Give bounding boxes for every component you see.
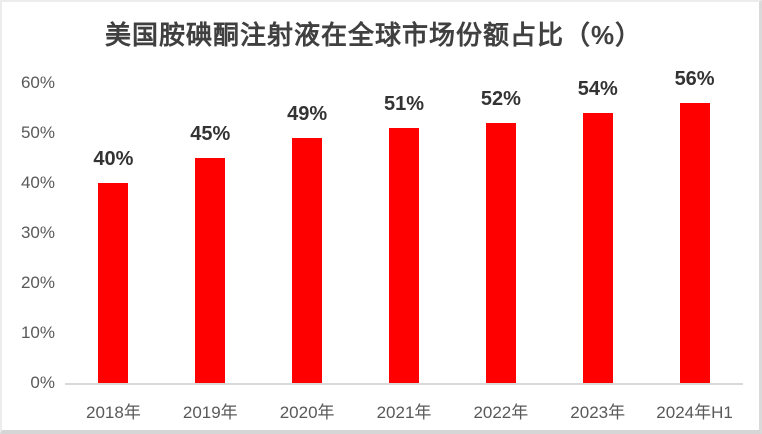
y-axis-tick-label: 30%	[20, 223, 55, 242]
bar	[195, 158, 226, 383]
bar-column: 52% 2022年	[452, 83, 549, 422]
bar-value-label: 49%	[287, 103, 328, 125]
x-axis-category-label: 2018年	[86, 403, 141, 422]
y-axis: 0% 10% 20% 30% 40% 50% 60%	[2, 73, 59, 392]
bar	[292, 138, 323, 383]
bar-value-label: 45%	[190, 123, 231, 145]
bar	[485, 123, 516, 383]
chart-title: 美国胺碘酮注射液在全球市场份额占比（%）	[104, 20, 643, 50]
bar	[389, 128, 419, 383]
y-axis-tick-label: 50%	[20, 123, 55, 142]
x-axis-category-label: 2020年	[279, 403, 335, 422]
x-axis-category-label: 2019年	[182, 403, 238, 422]
bar-value-label: 51%	[383, 93, 425, 115]
bar-value-label: 56%	[674, 68, 715, 90]
x-axis-category-label: 2021年	[376, 403, 432, 422]
plot-area: 40% 2018年 45% 2019年 49% 2020年 51% 2021年 52% 2022年…	[65, 68, 743, 422]
bar-value-label: 40%	[93, 148, 134, 171]
bar-column: 40% 2018年	[65, 83, 162, 422]
bar	[582, 113, 613, 383]
bar-column: 51% 2021年	[356, 83, 453, 422]
y-axis-tick-label: 20%	[20, 273, 55, 292]
y-axis-tick-label: 40%	[20, 173, 55, 192]
bar-column: 54% 2023年	[549, 78, 646, 422]
bar-column: 45% 2019年	[162, 83, 259, 422]
bar-column: 56% 2024年H1	[646, 68, 743, 422]
y-axis-tick-label: 0%	[30, 373, 55, 392]
bar-value-label: 54%	[577, 78, 618, 100]
bar	[98, 183, 129, 383]
x-axis-category-label: 2024年H1	[656, 403, 733, 422]
bar	[679, 103, 710, 383]
bar-value-label: 52%	[480, 88, 521, 111]
x-axis-category-label: 2022年	[473, 403, 529, 422]
x-axis-category-label: 2023年	[570, 403, 626, 422]
y-axis-tick-label: 10%	[20, 323, 55, 342]
y-axis-tick-label: 60%	[20, 73, 55, 92]
bar-column: 49% 2020年	[259, 83, 356, 422]
